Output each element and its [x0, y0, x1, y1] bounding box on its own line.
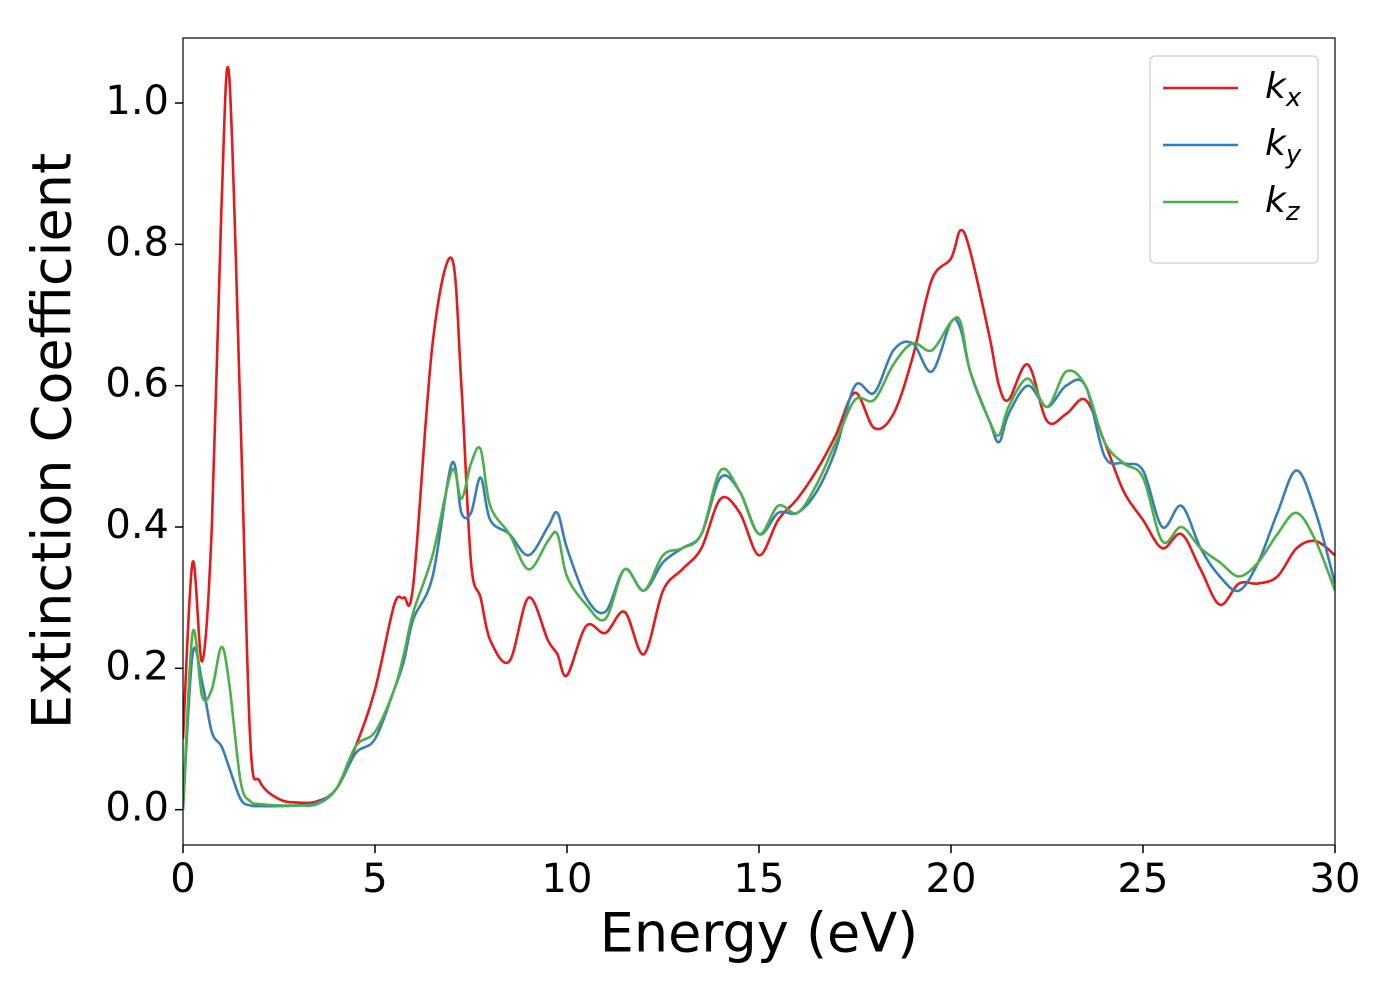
legend-label-sub: y [1285, 140, 1302, 170]
data-line [183, 315, 1335, 810]
x-tick-label: 15 [734, 856, 785, 902]
legend-label: ky [1265, 123, 1302, 170]
legend-box [1149, 55, 1319, 264]
legend-label-sub: x [1285, 83, 1302, 113]
legend-label-main: k [1265, 180, 1288, 221]
x-tick-label: 30 [1310, 856, 1361, 902]
legend-label-main: k [1265, 123, 1288, 164]
y-tick-label: 0.2 [105, 643, 169, 689]
x-tick-label: 20 [926, 856, 977, 902]
y-tick-label: 0.4 [105, 502, 169, 548]
legend-label: kx [1265, 66, 1302, 113]
legend-label-sub: z [1285, 197, 1301, 227]
x-tick-label: 10 [542, 856, 593, 902]
y-tick-label: 0.8 [105, 219, 169, 265]
x-tick-label: 0 [170, 856, 195, 902]
x-axis-label: Energy (eV) [600, 902, 919, 965]
y-tick-label: 1.0 [105, 78, 169, 124]
legend-label-main: k [1265, 66, 1288, 107]
legend-label: kz [1265, 180, 1301, 227]
y-tick-label: 0.0 [105, 785, 169, 831]
y-axis-label: Extinction Coefficient [21, 153, 84, 729]
data-line [183, 65, 1335, 805]
x-tick-label: 25 [1118, 856, 1169, 902]
plot-frame [182, 37, 1336, 846]
x-tick-label: 5 [362, 856, 387, 902]
y-tick-label: 0.6 [105, 361, 169, 407]
data-line [183, 317, 1335, 810]
